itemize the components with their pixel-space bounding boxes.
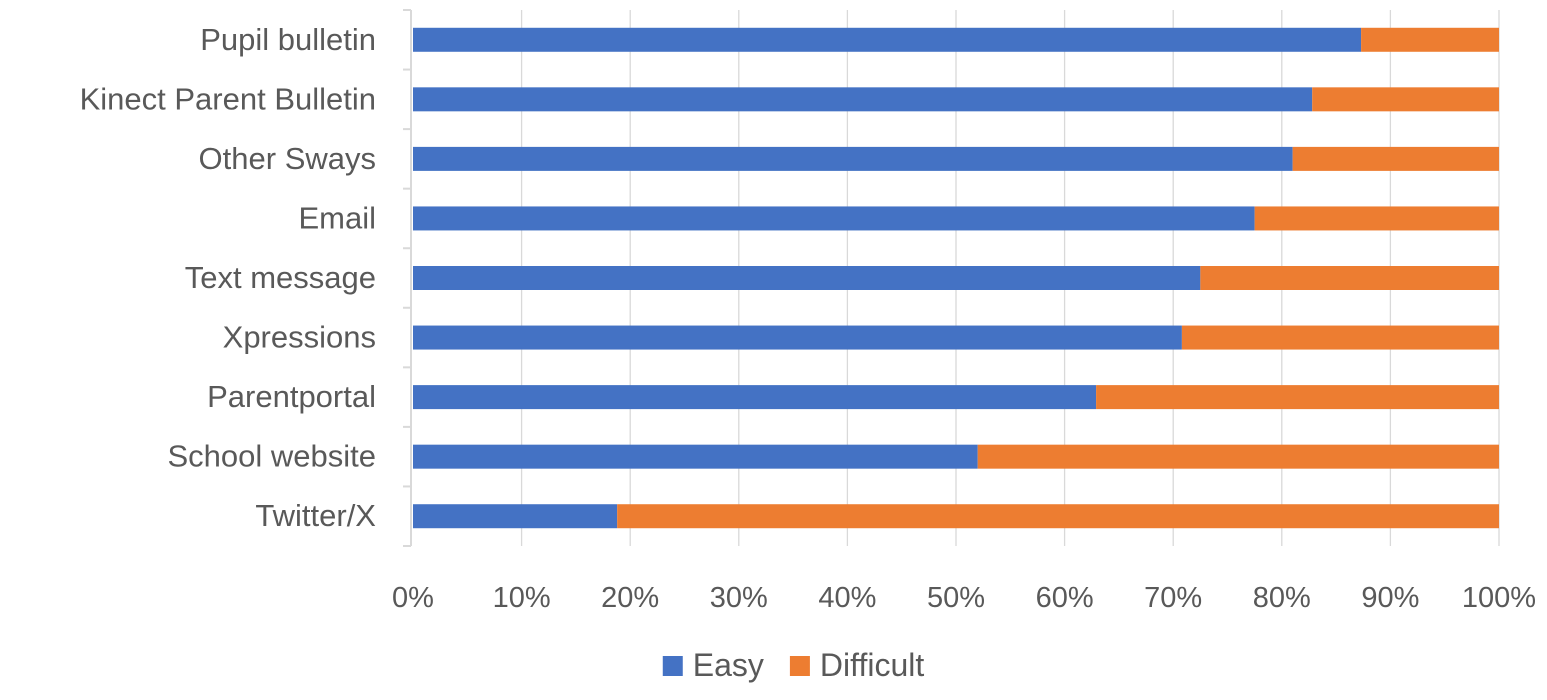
x-tick-label: 10%	[493, 582, 551, 614]
category-label: Kinect Parent Bulletin	[80, 81, 376, 116]
legend-item-difficult: Difficult	[789, 647, 924, 683]
x-tick-label: 30%	[710, 582, 768, 614]
x-tick-label: 100%	[1462, 582, 1536, 614]
bar-easy-segment	[413, 325, 1182, 350]
x-tick-label: 90%	[1361, 582, 1419, 614]
category-label: Pupil bulletin	[200, 22, 376, 57]
bar-easy-segment	[413, 266, 1201, 290]
legend-label: Easy	[693, 647, 764, 683]
category-label: School website	[167, 439, 376, 474]
legend-swatch	[789, 656, 810, 676]
x-tick-label: 50%	[927, 582, 985, 614]
legend-swatch	[662, 656, 683, 676]
bars	[413, 27, 1499, 529]
bar-difficult-segment	[1096, 385, 1499, 410]
category-label: Twitter/X	[255, 498, 376, 533]
legend-item-easy: Easy	[662, 647, 764, 683]
category-label: Email	[298, 200, 376, 235]
bar-difficult-segment	[1361, 27, 1499, 52]
bar-difficult-segment	[617, 504, 1499, 529]
bar-easy-segment	[413, 206, 1255, 231]
category-label: Parentportal	[207, 379, 376, 414]
x-tick-label: 80%	[1253, 582, 1311, 614]
bar-difficult-segment	[1200, 266, 1499, 290]
bar-difficult-segment	[1181, 325, 1499, 350]
bar-easy-segment	[413, 27, 1362, 52]
legend: Easy Difficult	[662, 647, 924, 683]
bar-easy-segment	[413, 504, 618, 529]
bar-difficult-segment	[1254, 206, 1499, 231]
category-label: Other Sways	[199, 141, 376, 176]
bar-difficult-segment	[1292, 146, 1499, 171]
bar-easy-segment	[413, 87, 1313, 112]
x-tick-labels: 0% 10% 20% 30% 40% 50% 60% 70% 80% 90% 100%	[392, 582, 1536, 614]
x-tick-label: 70%	[1144, 582, 1202, 614]
x-tick-label: 20%	[601, 582, 659, 614]
x-tick-label: 40%	[818, 582, 876, 614]
bar-easy-segment	[413, 385, 1097, 410]
x-tick-label: 0%	[392, 582, 434, 614]
bar-difficult-segment	[977, 444, 1499, 469]
bar-easy-segment	[413, 444, 978, 469]
category-labels: Pupil bulletin Kinect Parent Bulletin Othe…	[80, 22, 377, 533]
x-tick-label: 60%	[1036, 582, 1094, 614]
category-label: Xpressions	[223, 320, 376, 355]
legend-label: Difficult	[820, 647, 924, 683]
bar-easy-segment	[413, 146, 1293, 171]
category-label: Text message	[185, 260, 376, 295]
axes	[403, 9, 412, 547]
bar-difficult-segment	[1312, 87, 1499, 112]
